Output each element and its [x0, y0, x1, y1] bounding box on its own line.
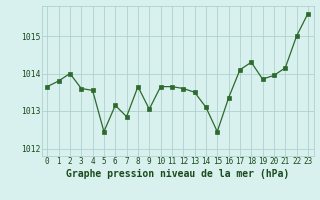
X-axis label: Graphe pression niveau de la mer (hPa): Graphe pression niveau de la mer (hPa): [66, 169, 289, 179]
